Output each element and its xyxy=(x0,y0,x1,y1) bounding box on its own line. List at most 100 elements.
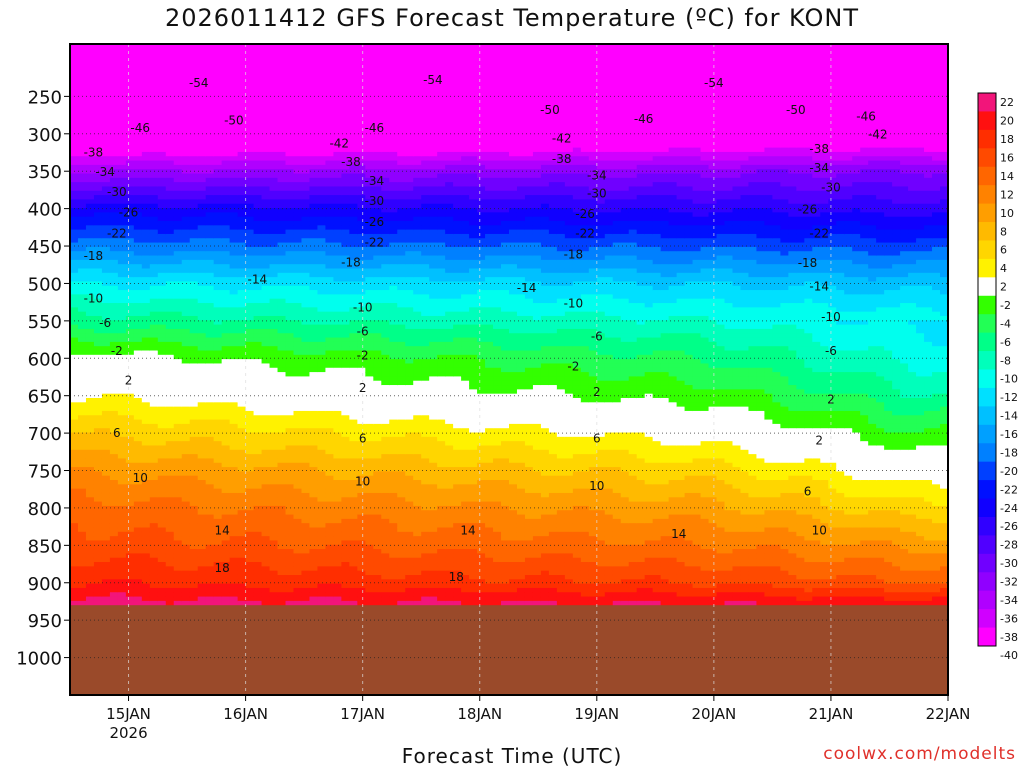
contour-label: 14 xyxy=(215,523,230,537)
colorbar-swatch xyxy=(978,314,996,334)
colorbar-swatch xyxy=(978,277,996,297)
colorbar-swatch xyxy=(978,240,996,260)
contour-label: -46 xyxy=(365,121,385,135)
contour-label: -22 xyxy=(575,226,595,240)
colorbar-swatch xyxy=(978,535,996,555)
temperature-field xyxy=(70,44,949,695)
contour-label: -46 xyxy=(130,121,150,135)
colorbar-label: -28 xyxy=(1000,539,1018,552)
contour-label: -2 xyxy=(111,344,123,358)
contour-label: -38 xyxy=(552,152,572,166)
contour-label: 10 xyxy=(589,479,604,493)
colorbar-swatch xyxy=(978,516,996,536)
contour-label: -22 xyxy=(809,226,829,240)
contour-label: -38 xyxy=(84,146,104,160)
contour-label: -10 xyxy=(353,300,373,314)
contour-label: 2 xyxy=(125,374,133,388)
colorbar-swatch xyxy=(978,203,996,223)
contour-label: -26 xyxy=(798,202,818,216)
colorbar-label: -16 xyxy=(1000,428,1018,441)
contour-label: -10 xyxy=(564,297,584,311)
contour-label: -2 xyxy=(357,348,369,362)
y-tick-label: 350 xyxy=(28,162,62,183)
ground-fill xyxy=(70,605,948,695)
contour-label: 18 xyxy=(215,561,230,575)
contour-label: -54 xyxy=(189,76,209,90)
contour-label: 2 xyxy=(593,385,601,399)
contour-label: -18 xyxy=(564,247,584,261)
contour-label: -18 xyxy=(341,255,361,269)
colorbar-label: -38 xyxy=(1000,631,1018,644)
colorbar-swatch xyxy=(978,295,996,315)
colorbar-swatch xyxy=(978,166,996,186)
contour-label: -6 xyxy=(99,316,111,330)
contour-label: -26 xyxy=(575,207,595,221)
x-tick-label: 18JAN xyxy=(457,705,502,723)
colorbar-swatch xyxy=(978,222,996,241)
colorbar-label: 18 xyxy=(1000,133,1014,146)
contour-label: -34 xyxy=(587,169,607,183)
contour-label: -26 xyxy=(119,205,139,219)
colorbar-swatch xyxy=(978,185,996,205)
colorbar-swatch xyxy=(978,627,996,647)
credit-link[interactable]: coolwx.com/modelts xyxy=(823,744,1016,764)
x-tick-label: 19JAN xyxy=(574,705,619,723)
y-tick-label: 1000 xyxy=(16,649,62,670)
contour-label: 6 xyxy=(113,426,121,440)
colorbar-swatch xyxy=(978,406,996,426)
contour-label: 10 xyxy=(133,471,148,485)
y-tick-label: 850 xyxy=(28,536,62,557)
contour-label: -34 xyxy=(809,161,829,175)
colorbar-label: -20 xyxy=(1000,465,1018,478)
x-tick-label: 21JAN xyxy=(809,705,854,723)
y-tick-label: 500 xyxy=(28,274,62,295)
y-axis: 250 300 350 400 450 500 550 600 650 700 750 800 850 9… xyxy=(16,87,70,670)
colorbar-label: -26 xyxy=(1000,520,1018,533)
colorbar-label: -6 xyxy=(1000,336,1011,349)
contour-label: -38 xyxy=(341,155,361,169)
colorbar: 22 20 18 16 14 12 10 8 6 4 2 -2 -4 -6 -8 -10 -12 -14 -16 -1… xyxy=(977,92,1018,662)
contour-label: -30 xyxy=(365,194,385,208)
y-tick-label: 650 xyxy=(28,387,62,408)
contour-label: -50 xyxy=(540,103,560,117)
x-axis: 15JAN 16JAN 17JAN 18JAN 19JAN 20JAN 21JAN 22JAN… xyxy=(106,695,970,742)
colorbar-swatch xyxy=(978,424,996,444)
contour-label: -50 xyxy=(786,103,806,117)
colorbar-label: -40 xyxy=(1000,649,1018,662)
contour-label: -14 xyxy=(809,279,829,293)
colorbar-frame xyxy=(977,92,997,647)
colorbar-label: 10 xyxy=(1000,207,1014,220)
contour-label: -50 xyxy=(224,113,244,127)
colorbar-label: -4 xyxy=(1000,317,1011,330)
contour-label: -46 xyxy=(856,110,876,124)
x-tick-label: 16JAN xyxy=(223,705,268,723)
colorbar-swatch xyxy=(978,93,996,112)
colorbar-swatch xyxy=(978,129,996,149)
contour-label: 14 xyxy=(671,527,686,541)
y-tick-label: 900 xyxy=(28,574,62,595)
contour-label: -30 xyxy=(821,181,841,195)
contour-label: -10 xyxy=(84,291,104,305)
colorbar-swatch xyxy=(978,480,996,500)
colorbar-swatch xyxy=(978,258,996,278)
contour-label: 2 xyxy=(827,392,835,406)
colorbar-label: -24 xyxy=(1000,502,1018,515)
x-year-label: 2026 xyxy=(109,724,147,742)
y-tick-label: 750 xyxy=(28,462,62,483)
contour-label: -6 xyxy=(825,344,837,358)
x-tick-label: 20JAN xyxy=(691,705,736,723)
contour-label: -26 xyxy=(365,215,385,229)
contour-label: -42 xyxy=(552,131,572,145)
contour-label: -10 xyxy=(821,310,841,324)
y-tick-label: 700 xyxy=(28,424,62,445)
colorbar-swatch xyxy=(978,498,996,518)
contour-labels: -54 -54 -54 -50 -50 -50 -46 -46 -46 -46 -42 -42 -42 -… xyxy=(84,73,888,584)
colorbar-label: 20 xyxy=(1000,115,1014,128)
contour-label: -22 xyxy=(107,226,127,240)
contour-label: 10 xyxy=(355,475,370,489)
colorbar-swatch xyxy=(978,443,996,463)
contour-label: -38 xyxy=(809,142,829,156)
colorbar-label: 22 xyxy=(1000,96,1014,109)
contour-label: -6 xyxy=(591,330,603,344)
